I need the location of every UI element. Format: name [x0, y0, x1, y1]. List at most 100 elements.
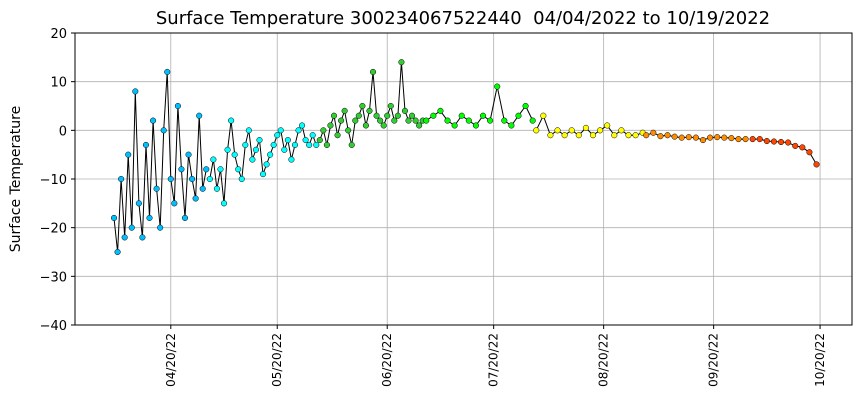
data-point [302, 137, 309, 144]
data-point [132, 88, 139, 95]
data-point [348, 141, 355, 148]
data-point [157, 224, 164, 231]
y-tick-label: −30 [40, 270, 67, 285]
data-point [245, 127, 252, 134]
y-tick-label: −20 [40, 222, 67, 237]
data-point [806, 149, 813, 156]
data-point [770, 138, 777, 145]
data-point [533, 127, 540, 134]
data-point [430, 112, 437, 119]
data-point [554, 127, 561, 134]
data-point [125, 151, 132, 158]
data-point [128, 224, 135, 231]
y-axis-label: Surface Temperature [8, 106, 24, 252]
data-point [252, 146, 259, 153]
series-line [535, 114, 643, 136]
data-point [256, 137, 263, 144]
data-point [259, 171, 267, 178]
y-tick-label: −40 [40, 319, 67, 334]
data-point [391, 117, 398, 124]
data-point [295, 127, 302, 134]
data-point [604, 122, 611, 129]
data-point [664, 132, 671, 139]
data-point [146, 214, 153, 221]
data-point [582, 124, 589, 131]
data-point [309, 132, 316, 139]
data-point [458, 112, 465, 119]
x-tick-label: 10/20/22 [813, 333, 827, 387]
data-point [270, 141, 277, 148]
data-point [220, 200, 228, 207]
data-point [224, 146, 231, 153]
data-point [291, 141, 299, 148]
data-point [373, 112, 380, 119]
x-tick-label: 07/20/22 [487, 333, 501, 387]
data-point [699, 137, 707, 144]
data-point [515, 112, 522, 119]
data-point [153, 185, 160, 192]
data-point [167, 175, 174, 183]
data-point [242, 141, 249, 148]
data-point [763, 137, 770, 145]
data-point [238, 175, 245, 183]
data-point [210, 156, 217, 163]
data-point [671, 133, 678, 140]
data-point [135, 200, 142, 207]
data-point [203, 166, 210, 173]
data-point [352, 117, 359, 124]
data-point [142, 141, 150, 148]
series-line [319, 62, 424, 146]
data-point [320, 127, 327, 134]
data-point [714, 134, 721, 141]
data-point [494, 83, 501, 90]
data-point [398, 59, 405, 66]
data-point [316, 137, 323, 144]
data-point [437, 107, 444, 114]
data-point [338, 117, 345, 124]
data-point [355, 112, 362, 119]
x-tick-label: 04/20/22 [164, 333, 178, 387]
data-point [362, 122, 369, 129]
data-point [465, 117, 472, 124]
data-point [110, 214, 118, 221]
data-point [185, 151, 192, 158]
data-point [540, 112, 547, 119]
data-point [284, 137, 291, 144]
data-point [423, 117, 430, 124]
data-point [313, 141, 320, 148]
data-point [199, 185, 206, 192]
y-tick-label: −10 [40, 173, 67, 188]
series-line [209, 120, 317, 204]
data-point [401, 107, 409, 114]
data-point [678, 134, 685, 141]
data-point [306, 141, 313, 148]
data-point [409, 112, 416, 119]
data-point [121, 234, 128, 241]
data-point [785, 139, 792, 146]
data-point [299, 122, 306, 129]
data-point [643, 132, 650, 139]
data-point [384, 112, 391, 119]
data-point [597, 127, 604, 134]
data-point [568, 127, 575, 134]
data-point [657, 133, 664, 140]
data-point [749, 136, 756, 143]
data-point [174, 102, 181, 110]
data-point [416, 122, 423, 129]
data-point [487, 117, 494, 124]
data-point [171, 200, 178, 207]
data-point [479, 112, 487, 119]
data-point [206, 175, 213, 183]
data-point [547, 132, 554, 139]
data-point [323, 141, 330, 148]
data-point [561, 132, 568, 139]
data-point [160, 127, 167, 134]
data-point [228, 117, 235, 124]
x-tick-label: 05/20/22 [270, 333, 284, 387]
data-point [274, 132, 281, 139]
data-point [114, 248, 121, 256]
data-point [150, 117, 157, 124]
data-point [529, 117, 536, 124]
data-point [412, 117, 419, 124]
